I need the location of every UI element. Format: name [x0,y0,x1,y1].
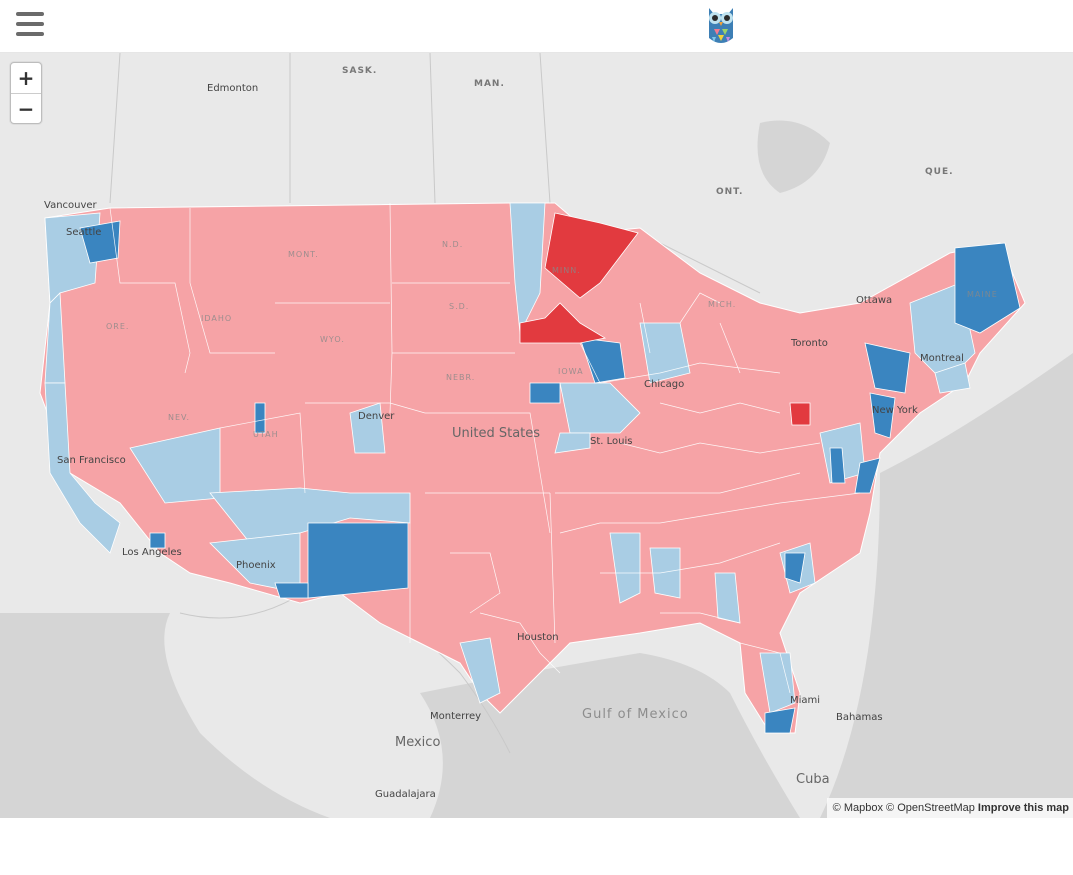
safe-republican-districts [519,212,811,426]
map-label-wyo: WYO. [320,335,345,344]
map-label-phoenix: Phoenix [236,560,276,571]
zoom-out-button[interactable]: − [11,94,41,124]
map-label-st-louis: St. Louis [590,436,633,447]
map-label-vancouver: Vancouver [44,200,97,211]
attribution-mapbox-link[interactable]: © Mapbox [832,802,883,814]
lean-democrat-districts [44,202,976,714]
district-mn-south [519,302,607,344]
map-canvas[interactable] [0,53,1073,818]
district-seattle [79,220,121,264]
map-label-iowa: IOWA [558,367,584,376]
district-salt-lake [254,402,266,434]
map-label-san-francisco: San Francisco [57,455,126,466]
map-label-toronto: Toronto [791,338,828,349]
map-label-chicago: Chicago [644,379,685,390]
hamburger-menu-icon[interactable] [16,10,46,38]
map-label-que: QUE. [925,167,954,177]
map-label-mich: MICH. [708,300,737,309]
map-label-nd: N.D. [442,240,464,249]
district-borders [109,202,861,694]
map-label-montreal: Montreal [920,353,964,364]
map-label-bahamas: Bahamas [836,712,883,723]
map-label-maine: MAINE [967,290,998,299]
district-mn-north [544,212,639,299]
map-label-nev: NEV. [168,413,191,422]
district-charleston [784,552,806,584]
zoom-divider [11,93,41,94]
district-mn-west [509,202,546,335]
map-label-houston: Houston [517,632,559,643]
pacific-ocean [0,613,330,818]
district-mi-west [639,322,691,384]
district-nm-north [307,522,409,599]
map-label-utah: UTAH [253,430,279,439]
district-pa-west [789,402,811,426]
us-base-lean-republican [39,202,1026,734]
hudson-bay [757,120,830,193]
district-iowa-east [529,382,561,404]
map-label-guadalajara: Guadalajara [375,789,436,800]
zoom-control: + − [10,62,42,124]
atlantic-ocean [820,353,1073,818]
map-label-mont: MONT. [288,250,319,259]
zoom-in-button[interactable]: + [11,63,41,93]
district-maine [954,242,1021,334]
district-ms-delta [609,532,641,604]
election-map[interactable]: Edmonton SASK. MAN. ONT. QUE. Vancouver … [0,53,1073,818]
district-chicago [579,337,626,384]
district-la-north [649,547,681,599]
map-label-gulf-of-mexico: Gulf of Mexico [582,707,689,722]
map-label-sd: S.D. [449,302,470,311]
district-tx-south [459,637,501,704]
district-co-central [349,402,386,454]
map-label-ottawa: Ottawa [856,295,893,306]
map-label-minn: MINN. [552,266,581,275]
district-az-tucson [274,582,309,599]
district-miami [764,707,796,734]
map-label-ore: ORE. [106,322,130,331]
district-nyc [869,392,896,439]
map-label-denver: Denver [358,411,395,422]
district-ny-upstate [864,342,911,394]
district-nc-coast [854,457,881,494]
map-label-idaho: IDAHO [201,314,233,323]
top-bar [0,0,1073,53]
district-va-richmond [829,447,846,484]
improve-map-link[interactable]: Improve this map [977,802,1069,814]
map-attribution: © Mapbox © OpenStreetMap Improve this ma… [826,798,1073,818]
map-label-sask: SASK. [342,66,378,76]
attribution-osm-link[interactable]: © OpenStreetMap [886,802,975,814]
district-la [149,532,166,549]
map-label-new-york: New York [872,405,918,416]
map-label-monterrey: Monterrey [430,711,482,722]
map-label-man: MAN. [474,79,505,89]
map-label-los-angeles: Los Angeles [122,547,182,558]
owl-logo-icon[interactable] [703,4,739,48]
map-label-cuba: Cuba [796,772,830,787]
district-mo-east [554,432,591,454]
map-label-ont: ONT. [716,187,744,197]
district-ca-coast [44,382,121,554]
map-label-mexico: Mexico [395,735,441,750]
map-label-edmonton: Edmonton [207,83,259,94]
map-label-united-states: United States [452,426,541,441]
district-ma-west [934,362,971,394]
map-label-seattle: Seattle [66,227,102,238]
map-label-miami: Miami [790,695,821,706]
map-label-nebr: NEBR. [446,373,476,382]
safe-democrat-districts [79,220,1021,734]
